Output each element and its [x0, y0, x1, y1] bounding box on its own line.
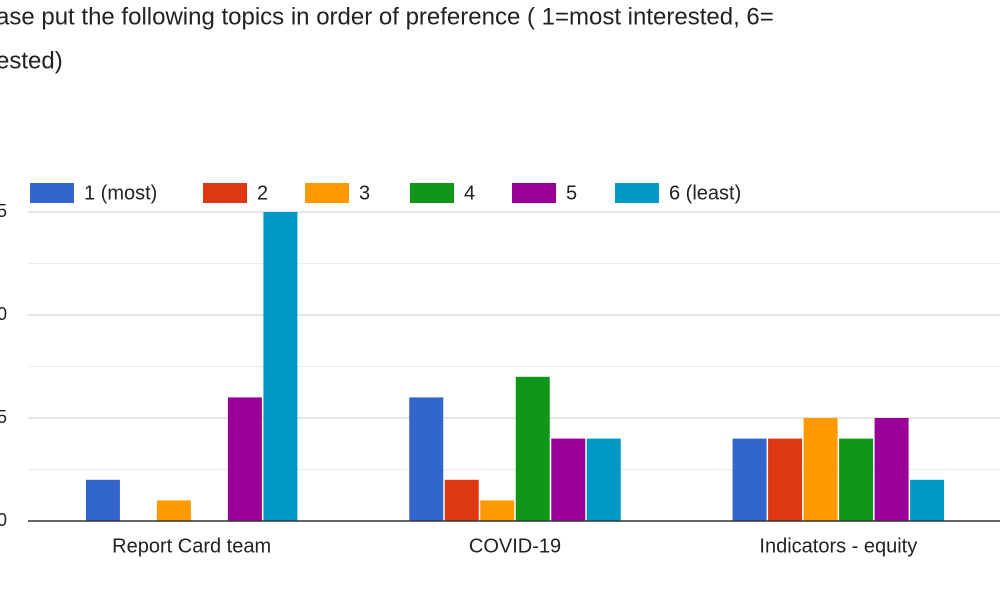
bar	[586, 438, 621, 521]
legend-swatch	[410, 183, 454, 203]
legend-swatch	[203, 183, 247, 203]
bar	[910, 479, 945, 521]
legend-label: 4	[464, 182, 475, 204]
legend-swatch	[615, 183, 659, 203]
y-tick-label: 15	[0, 201, 7, 221]
legend-swatch	[30, 183, 74, 203]
bar	[263, 212, 298, 521]
legend-label: 5	[566, 182, 577, 204]
chart-title: ase put the following topics in order of…	[0, 3, 774, 30]
chart-title: ested)	[0, 47, 63, 74]
bar	[515, 376, 550, 521]
x-tick-label: Indicators - equity	[759, 535, 917, 557]
legend-label: 3	[359, 182, 370, 204]
x-tick-label: Report Card team	[112, 535, 271, 557]
bar	[444, 479, 479, 521]
bar	[480, 500, 515, 521]
y-tick-label: 5	[0, 407, 7, 427]
bar	[409, 397, 444, 521]
legend-label: 2	[257, 182, 268, 204]
legend-swatch	[512, 183, 556, 203]
bar	[839, 438, 874, 521]
bar	[227, 397, 262, 521]
bar	[156, 500, 191, 521]
x-tick-label: COVID-19	[469, 535, 561, 557]
bar	[732, 438, 767, 521]
bar	[85, 479, 120, 521]
legend-label: 1 (most)	[84, 182, 157, 204]
legend-swatch	[305, 183, 349, 203]
y-tick-label: 10	[0, 304, 7, 324]
bar	[768, 438, 803, 521]
bar	[803, 418, 838, 521]
bar	[874, 418, 909, 521]
y-tick-label: 0	[0, 510, 7, 530]
legend-label: 6 (least)	[669, 182, 741, 204]
bar	[551, 438, 586, 521]
